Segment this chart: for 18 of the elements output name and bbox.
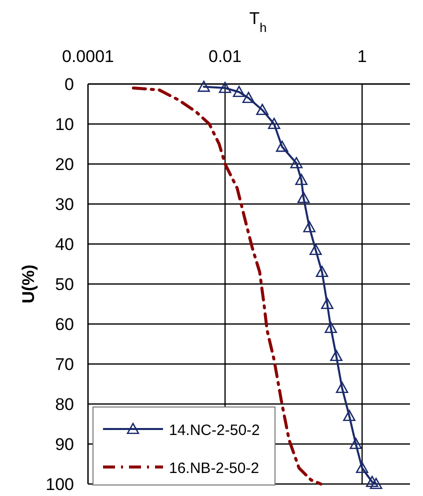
y-tick-label: 50 xyxy=(55,275,74,294)
y-tick-label: 90 xyxy=(55,435,74,454)
x-tick-label: 1 xyxy=(357,47,367,66)
y-tick-label: 40 xyxy=(55,235,74,254)
y-tick-label: 70 xyxy=(55,355,74,374)
y-axis-title: U(%) xyxy=(19,264,38,304)
y-tick-label: 10 xyxy=(55,115,74,134)
legend-label: 16.NB-2-50-2 xyxy=(169,460,260,477)
chart-title: T$_{h}$ xyxy=(249,9,267,34)
y-tick-label: 100 xyxy=(46,475,74,494)
y-tick-label: 30 xyxy=(55,195,74,214)
y-tick-label: 20 xyxy=(55,155,74,174)
legend-label: 14.NC-2-50-2 xyxy=(169,422,260,439)
y-tick-label: 60 xyxy=(55,315,74,334)
x-tick-label: 0.01 xyxy=(208,47,242,66)
y-tick-label: 80 xyxy=(55,395,74,414)
y-tick-label: 0 xyxy=(64,75,74,94)
x-tick-label: 0.0001 xyxy=(62,47,114,66)
